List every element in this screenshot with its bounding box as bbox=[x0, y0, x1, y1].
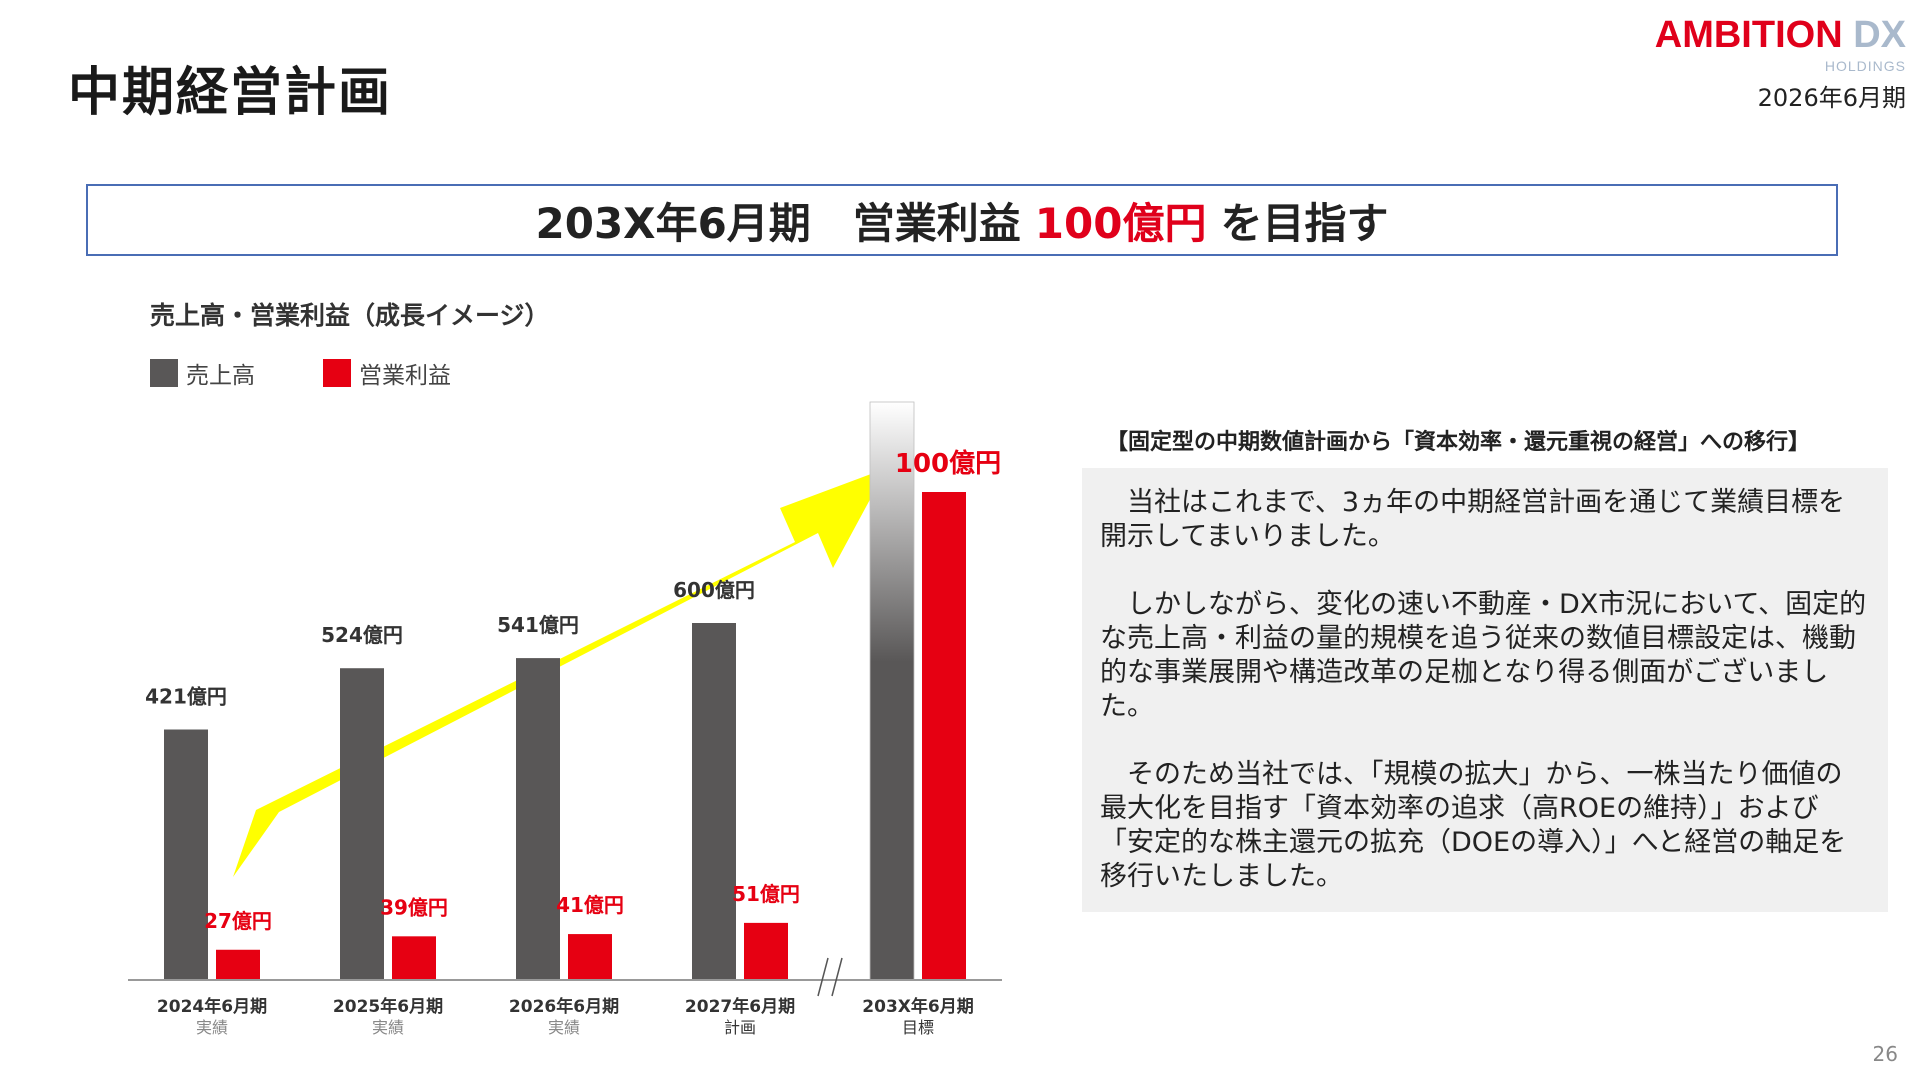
tick-label-4: 203X年6月期 bbox=[862, 996, 973, 1017]
label-sales-2: 541億円 bbox=[497, 613, 579, 637]
bar-sales-3 bbox=[692, 623, 736, 980]
page-title: 中期経営計画 bbox=[68, 63, 393, 123]
bar-profit-1 bbox=[392, 936, 436, 980]
bar-profit-3 bbox=[744, 922, 788, 980]
chart-title: 売上高・営業利益（成長イメージ） bbox=[150, 301, 550, 330]
bar-sales-1 bbox=[340, 668, 384, 980]
legend-swatch-sales bbox=[150, 359, 178, 387]
logo-subtext: HOLDINGS bbox=[1824, 58, 1906, 74]
label-sales-0: 421億円 bbox=[145, 685, 227, 709]
report-period: 2026年6月期 bbox=[1757, 84, 1906, 112]
label-sales-1: 524億円 bbox=[321, 623, 403, 647]
label-profit-2: 41億円 bbox=[556, 893, 624, 917]
bar-sales-0 bbox=[164, 729, 208, 980]
chart-legend: 売上高 営業利益 bbox=[150, 356, 519, 390]
tick-sublabel-3: 計画 bbox=[724, 1018, 756, 1037]
page-number: 26 bbox=[1872, 1042, 1898, 1066]
headline-highlight: 100億円 bbox=[1034, 198, 1207, 248]
tick-sublabel-4: 目標 bbox=[902, 1018, 934, 1037]
logo-text: AMBITION bbox=[1654, 14, 1843, 56]
headline-text: 203X年6月期 営業利益 bbox=[535, 198, 1021, 248]
headline-text-end: を目指す bbox=[1220, 198, 1389, 248]
label-profit-0: 27億円 bbox=[204, 909, 272, 933]
company-logo: AMBITION DX HOLDINGS bbox=[1646, 14, 1906, 74]
bar-profit-0 bbox=[216, 949, 260, 980]
bar-profit-4 bbox=[922, 492, 966, 980]
paragraph-1: 当社はこれまで、3ヵ年の中期経営計画を通じて業績目標を開示してまいりました。 bbox=[1100, 487, 1846, 552]
label-sales-3: 600億円 bbox=[673, 578, 755, 602]
legend-swatch-profit bbox=[323, 359, 351, 387]
growth-arrow bbox=[233, 468, 887, 877]
tick-label-0: 2024年6月期 bbox=[157, 996, 267, 1017]
bar-sales-2 bbox=[516, 658, 560, 980]
tick-sublabel-0: 実績 bbox=[196, 1018, 228, 1037]
legend-item-sales: 売上高 bbox=[150, 356, 255, 390]
headline-banner: 203X年6月期 営業利益 100億円 を目指す bbox=[86, 184, 1838, 256]
explanation-box: 当社はこれまで、3ヵ年の中期経営計画を通じて業績目標を開示してまいりました。 し… bbox=[1082, 468, 1888, 912]
label-profit-1: 39億円 bbox=[380, 895, 448, 919]
axis-break-mark-2 bbox=[831, 957, 843, 997]
tick-label-3: 2027年6月期 bbox=[685, 996, 795, 1017]
legend-item-profit: 営業利益 bbox=[323, 356, 451, 390]
section-heading: 【固定型の中期数値計画から「資本効率・還元重視の経営」への移行】 bbox=[1106, 430, 1811, 455]
bar-chart: 421億円 27億円 524億円 39億円 541億円 41億円 600億円 51億円 100億… bbox=[128, 401, 1002, 1037]
legend-label-profit: 営業利益 bbox=[359, 363, 451, 389]
axis-break-mark-1 bbox=[817, 957, 829, 997]
bar-profit-2 bbox=[568, 934, 612, 980]
legend-label-sales: 売上高 bbox=[186, 363, 255, 389]
label-profit-3: 51億円 bbox=[732, 882, 800, 906]
logo-accent: DX bbox=[1853, 14, 1906, 56]
paragraph-3: そのため当社では、「規模の拡大」から、一株当たり価値の最大化を目指す「資本効率の… bbox=[1100, 759, 1847, 892]
tick-sublabel-1: 実績 bbox=[372, 1018, 404, 1037]
bar-sales-target bbox=[869, 401, 915, 981]
label-profit-4: 100億円 bbox=[895, 449, 1001, 479]
tick-sublabel-2: 実績 bbox=[548, 1018, 580, 1037]
tick-label-2: 2026年6月期 bbox=[509, 996, 619, 1017]
tick-label-1: 2025年6月期 bbox=[333, 996, 443, 1017]
paragraph-2: しかしながら、変化の速い不動産・DX市況において、固定的な売上高・利益の量的規模… bbox=[1100, 589, 1867, 722]
